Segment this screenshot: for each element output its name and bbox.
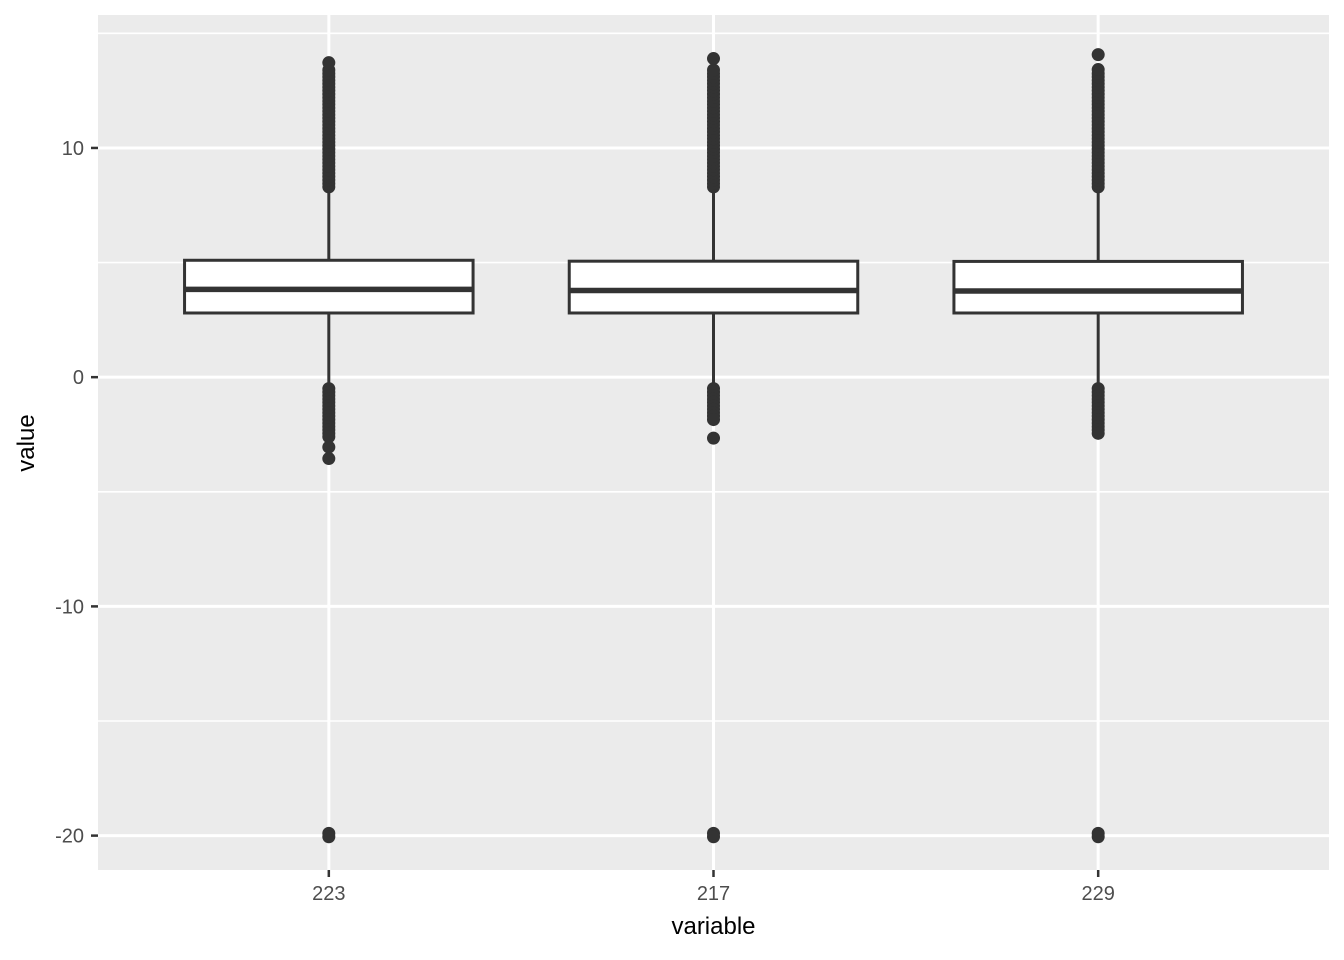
outlier-point <box>707 431 720 445</box>
y-tick-label: -10 <box>55 596 84 618</box>
x-tick-label: 223 <box>312 883 345 905</box>
outlier-point <box>322 440 336 454</box>
outlier-point <box>1091 426 1105 440</box>
x-tick-label: 229 <box>1082 883 1115 905</box>
outlier-point <box>707 413 720 427</box>
iqr-box <box>183 258 475 315</box>
iqr-box <box>567 259 860 315</box>
iqr-box <box>952 259 1244 315</box>
outlier-point <box>707 63 720 77</box>
outlier-point <box>1091 830 1105 844</box>
x-tick-label: 217 <box>697 883 730 905</box>
outlier-point <box>322 452 336 466</box>
outlier-point <box>1091 63 1105 77</box>
outlier-point <box>322 430 336 444</box>
outlier-point <box>1091 48 1105 62</box>
y-tick-label: -20 <box>55 826 84 848</box>
outlier-point <box>707 52 720 66</box>
outlier-point <box>322 56 336 70</box>
y-axis-title: value <box>13 414 40 472</box>
outlier-point <box>707 830 720 844</box>
x-axis-title: variable <box>671 913 756 940</box>
outlier-point <box>322 830 336 844</box>
y-tick-label: 10 <box>62 138 84 160</box>
y-tick-label: 0 <box>73 367 84 389</box>
